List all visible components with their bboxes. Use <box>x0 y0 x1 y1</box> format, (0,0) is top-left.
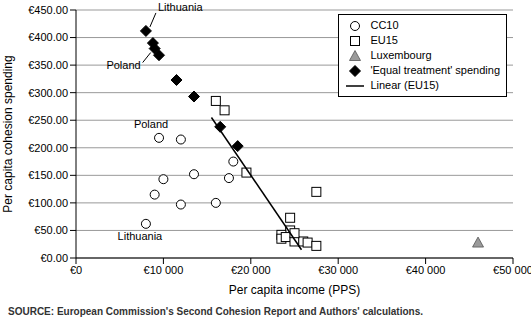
svg-text:Poland: Poland <box>134 118 168 130</box>
svg-text:€50 000: €50 000 <box>493 264 523 276</box>
svg-text:€450.00: €450.00 <box>28 4 68 16</box>
svg-text:€350.00: €350.00 <box>28 59 68 71</box>
html-text:CC10: CC10 <box>370 19 399 31</box>
svg-text:€400.00: €400.00 <box>28 31 68 43</box>
svg-text:€0: €0 <box>70 264 82 276</box>
svg-text:€200.00: €200.00 <box>28 142 68 154</box>
svg-text:€30 000: €30 000 <box>318 264 358 276</box>
svg-text:Lithuania: Lithuania <box>158 1 204 13</box>
svg-text:Per capita cohesion spending: Per capita cohesion spending <box>8 55 15 212</box>
svg-text:€0.00: €0.00 <box>40 252 68 264</box>
svg-text:€20 000: €20 000 <box>231 264 271 276</box>
svg-text:€100.00: €100.00 <box>28 197 68 209</box>
svg-text:€300.00: €300.00 <box>28 87 68 99</box>
svg-text:€40 000: €40 000 <box>406 264 446 276</box>
html-text:SOURCE: European Commission's: SOURCE: European Commission's Second Coh… <box>8 306 423 317</box>
svg-text:€150.00: €150.00 <box>28 169 68 181</box>
svg-text:Per capita income (PPS): Per capita income (PPS) <box>229 283 360 297</box>
svg-text:Lithuania: Lithuania <box>118 230 164 242</box>
svg-text:Poland: Poland <box>106 59 140 71</box>
html-text:Luxembourg: Luxembourg <box>370 49 432 61</box>
html-text:EU15: EU15 <box>370 34 398 46</box>
html-text:Linear (EU15): Linear (EU15) <box>370 79 439 91</box>
html-text:'Equal treatment' spending: 'Equal treatment' spending <box>370 64 500 76</box>
svg-text:€250.00: €250.00 <box>28 114 68 126</box>
svg-text:€10 000: €10 000 <box>144 264 184 276</box>
svg-text:€50.00: €50.00 <box>34 224 68 236</box>
